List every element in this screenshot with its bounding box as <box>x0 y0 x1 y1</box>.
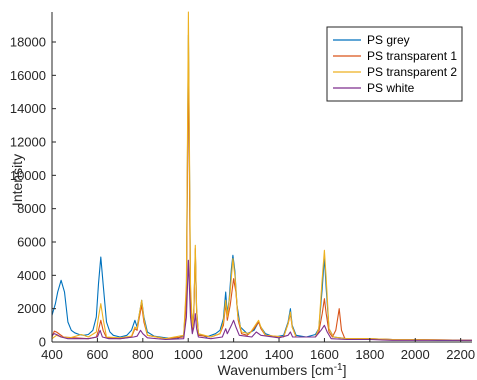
legend-entry: PS grey <box>367 33 410 47</box>
series-line-4 <box>51 259 472 341</box>
y-tick-label: 14000 <box>10 101 46 116</box>
y-tick-label: 10000 <box>10 168 46 183</box>
legend: PS grey PS transparent 1 PS transparent 2 P… <box>326 26 463 102</box>
legend-entry: PS transparent 1 <box>367 49 457 63</box>
series-layer <box>51 11 473 341</box>
x-tick-label: 2200 <box>446 347 475 362</box>
x-axis-label-superscript: -1 <box>334 362 343 373</box>
y-tick-label: 8000 <box>17 201 46 216</box>
y-tick-label: 4000 <box>17 268 46 283</box>
legend-box <box>326 26 463 102</box>
x-tick-label: 800 <box>132 347 154 362</box>
y-tick-label: 18000 <box>10 35 46 50</box>
y-tick-label: 0 <box>39 335 46 350</box>
x-axis-label-text: Wavenumbers [cm <box>218 362 334 378</box>
x-axis-label: Wavenumbers [cm-1] <box>218 362 347 378</box>
x-ticks: 400 600 800 1000 1200 1400 1600 1800 2000 2200 <box>41 338 475 362</box>
x-tick-label: 1600 <box>310 347 339 362</box>
x-tick-label: 400 <box>41 347 63 362</box>
y-tick-label: 16000 <box>10 68 46 83</box>
x-tick-label: 1800 <box>355 347 384 362</box>
y-tick-label: 12000 <box>10 135 46 150</box>
x-axis-label-end: ] <box>343 362 347 378</box>
legend-entry: PS transparent 2 <box>367 65 457 79</box>
x-tick-label: 1200 <box>219 347 248 362</box>
y-ticks: 0 2000 4000 6000 8000 10000 12000 14000 16000 180… <box>10 35 56 350</box>
plot-area: 400 600 800 1000 1200 1400 1600 1800 2000 2200 0 2… <box>9 11 475 378</box>
series-line-2 <box>51 58 473 341</box>
y-tick-label: 6000 <box>17 235 46 250</box>
y-tick-label: 2000 <box>17 301 46 316</box>
axes: 400 600 800 1000 1200 1400 1600 1800 2000 2200 0 2… <box>10 12 475 362</box>
y-axis-label: Intensity <box>9 154 25 206</box>
x-tick-label: 2000 <box>401 347 430 362</box>
series-line-3 <box>51 11 473 341</box>
x-tick-label: 1400 <box>265 347 294 362</box>
x-tick-label: 1000 <box>174 347 203 362</box>
x-tick-label: 600 <box>87 347 109 362</box>
legend-entry: PS white <box>367 81 415 95</box>
